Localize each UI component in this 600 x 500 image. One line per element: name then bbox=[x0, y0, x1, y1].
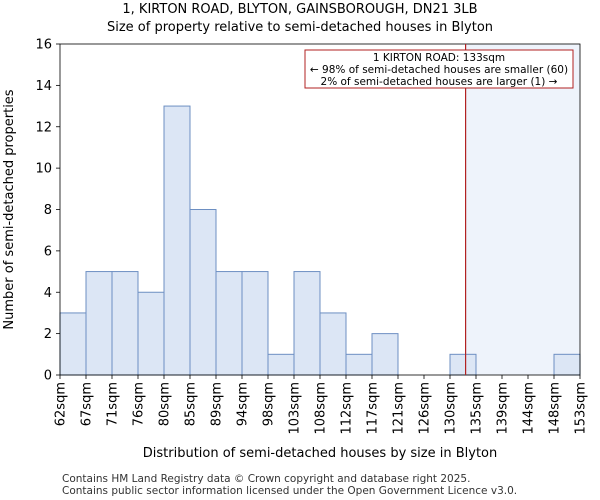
histogram-bar bbox=[293, 271, 321, 376]
histogram-bar bbox=[215, 271, 243, 376]
y-axis-label: Number of semi-detached properties bbox=[2, 89, 17, 329]
y-tick-label: 4 bbox=[44, 286, 52, 301]
histogram-bar bbox=[189, 209, 217, 376]
annotation-line1: 1 KIRTON ROAD: 133sqm bbox=[373, 52, 505, 64]
x-tick-label: 112sqm bbox=[340, 382, 355, 435]
annotation-line3: 2% of semi-detached houses are larger (1… bbox=[321, 76, 558, 88]
x-tick-label: 98sqm bbox=[262, 382, 277, 426]
histogram-bar bbox=[163, 105, 191, 376]
x-tick-label: 117sqm bbox=[366, 382, 381, 435]
y-tick-label: 12 bbox=[35, 120, 52, 135]
histogram-bar bbox=[319, 312, 347, 376]
y-tick-label: 16 bbox=[35, 38, 52, 53]
x-tick-label: 62sqm bbox=[54, 382, 69, 426]
histogram-bar bbox=[59, 312, 87, 376]
y-tick-label: 10 bbox=[35, 162, 52, 177]
x-tick-label: 148sqm bbox=[548, 382, 563, 435]
x-tick-label: 135sqm bbox=[470, 382, 485, 435]
histogram-bar bbox=[241, 271, 269, 376]
footer-line2: Contains public sector information licen… bbox=[62, 485, 518, 497]
chart-title-line1: 1, KIRTON ROAD, BLYTON, GAINSBOROUGH, DN… bbox=[122, 2, 478, 17]
x-tick-label: 103sqm bbox=[288, 382, 303, 435]
x-tick-label: 108sqm bbox=[314, 382, 329, 435]
y-tick-label: 0 bbox=[44, 369, 52, 384]
histogram-bar bbox=[85, 271, 113, 376]
x-axis-label: Distribution of semi-detached houses by … bbox=[143, 446, 497, 461]
x-tick-label: 139sqm bbox=[496, 382, 511, 435]
y-tick-label: 6 bbox=[44, 244, 52, 259]
x-tick-label: 85sqm bbox=[184, 382, 199, 426]
y-tick-label: 2 bbox=[44, 327, 52, 342]
x-tick-label: 76sqm bbox=[132, 382, 147, 426]
y-tick-label: 14 bbox=[35, 79, 52, 94]
x-tick-label: 67sqm bbox=[80, 382, 95, 426]
histogram-bar bbox=[111, 271, 139, 376]
annotation-box bbox=[304, 49, 574, 89]
annotation-line2: ← 98% of semi-detached houses are smalle… bbox=[310, 64, 568, 76]
x-tick-label: 130sqm bbox=[444, 382, 459, 435]
footer-line1: Contains HM Land Registry data © Crown c… bbox=[62, 473, 471, 485]
x-tick-label: 153sqm bbox=[574, 382, 589, 435]
histogram-bar bbox=[449, 353, 477, 376]
histogram-bar bbox=[345, 353, 373, 376]
histogram-bar bbox=[267, 353, 295, 376]
x-tick-label: 94sqm bbox=[236, 382, 251, 426]
y-tick-label: 8 bbox=[44, 203, 52, 218]
x-tick-label: 80sqm bbox=[158, 382, 173, 426]
x-tick-label: 126sqm bbox=[418, 382, 433, 435]
x-tick-label: 144sqm bbox=[522, 382, 537, 435]
larger-region-shade bbox=[465, 44, 580, 375]
histogram-bar bbox=[553, 353, 581, 376]
chart-title-line2: Size of property relative to semi-detach… bbox=[106, 20, 494, 35]
histogram-bar bbox=[137, 291, 165, 376]
x-tick-label: 121sqm bbox=[392, 382, 407, 435]
x-tick-label: 71sqm bbox=[106, 382, 121, 426]
x-tick-label: 89sqm bbox=[210, 382, 225, 426]
histogram-bar bbox=[371, 333, 399, 376]
